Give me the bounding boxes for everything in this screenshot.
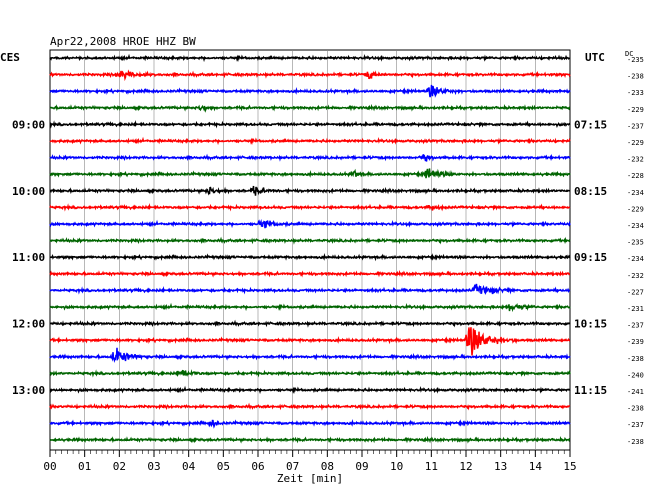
left-time-label: 11:00 (12, 251, 45, 264)
dc-value-label: -238 (627, 405, 644, 413)
seismic-trace (49, 236, 571, 245)
seismic-trace (49, 203, 571, 212)
label-group: 00 01 02 03 04 05 06 07 08 09 10 11 12 13 14 15 09:00 10:… (12, 56, 644, 473)
left-time-label: 10:00 (12, 185, 45, 198)
seismic-trace (49, 120, 571, 129)
dc-value-label: -232 (627, 156, 644, 164)
dc-offset-label: DC (625, 50, 633, 58)
left-time-label: 12:00 (12, 318, 45, 331)
left-time-label: 13:00 (12, 384, 45, 397)
dc-value-label: -241 (627, 388, 644, 396)
seismic-trace (49, 103, 571, 113)
right-time-label: 08:15 (574, 185, 607, 198)
dc-value-label: -238 (627, 438, 644, 446)
dc-value-label: -235 (627, 56, 644, 64)
seismic-trace (49, 185, 571, 196)
seismic-trace (49, 252, 571, 262)
x-tick-label: 09 (355, 460, 368, 473)
dc-value-label: -235 (627, 239, 644, 247)
x-tick-label: 12 (459, 460, 472, 473)
seismic-trace (49, 69, 571, 82)
trace-group (49, 53, 571, 444)
dc-value-label: -237 (627, 322, 644, 330)
seismic-trace (49, 219, 571, 229)
x-tick-label: 00 (43, 460, 56, 473)
x-tick-label: 11 (425, 460, 438, 473)
dc-value-label: -229 (627, 205, 644, 213)
seismic-trace (49, 53, 571, 63)
left-timezone-label: CES (0, 51, 20, 64)
dc-value-label: -228 (627, 172, 644, 180)
dc-value-label: -227 (627, 288, 644, 296)
seismic-trace (49, 435, 571, 444)
dc-value-label: -239 (627, 338, 644, 346)
chart-title: Apr22,2008 HROE HHZ BW (50, 35, 196, 48)
seismic-trace (49, 319, 571, 328)
seismic-trace (49, 136, 571, 146)
x-axis-label: Zeit [min] (277, 472, 343, 485)
seismic-trace (49, 369, 571, 378)
x-tick-label: 07 (286, 460, 299, 473)
x-tick-label: 08 (321, 460, 334, 473)
right-time-label: 11:15 (574, 384, 607, 397)
dc-value-label: -229 (627, 139, 644, 147)
dc-value-label: -232 (627, 272, 644, 280)
dc-value-label: -234 (627, 222, 644, 230)
seismic-trace (49, 302, 571, 313)
seismic-trace (49, 269, 570, 278)
dc-value-label: -229 (627, 106, 644, 114)
left-time-label: 09:00 (12, 118, 45, 131)
right-time-label: 07:15 (574, 118, 607, 131)
grid-lines (49, 49, 571, 457)
seismic-trace (49, 418, 571, 429)
seismic-trace (49, 347, 571, 363)
dc-value-label: -237 (627, 122, 644, 130)
x-tick-label: 06 (251, 460, 264, 473)
seismic-trace (49, 168, 571, 179)
dc-value-label: -234 (627, 255, 644, 263)
x-tick-label: 05 (217, 460, 230, 473)
seismic-trace (49, 327, 571, 356)
x-tick-label: 15 (563, 460, 576, 473)
dc-value-label: -237 (627, 421, 644, 429)
seismic-trace (49, 84, 571, 98)
dc-value-label: -234 (627, 189, 644, 197)
dc-value-label: -238 (627, 355, 644, 363)
right-time-label: 09:15 (574, 251, 607, 264)
right-time-label: 10:15 (574, 318, 607, 331)
dc-value-label: -231 (627, 305, 644, 313)
seismic-trace (49, 385, 571, 395)
x-tick-label: 13 (494, 460, 507, 473)
seismic-trace (49, 153, 571, 162)
x-tick-label: 14 (529, 460, 543, 473)
dc-value-label: -233 (627, 89, 644, 97)
x-tick-label: 04 (182, 460, 196, 473)
seismic-trace (49, 402, 571, 411)
x-tick-label: 01 (78, 460, 91, 473)
dc-value-label: -238 (627, 73, 644, 81)
right-timezone-label: UTC (585, 51, 605, 64)
x-tick-label: 02 (113, 460, 126, 473)
x-tick-label: 10 (390, 460, 403, 473)
x-tick-label: 03 (147, 460, 160, 473)
dc-value-label: -240 (627, 371, 644, 379)
seismic-trace (49, 283, 571, 295)
